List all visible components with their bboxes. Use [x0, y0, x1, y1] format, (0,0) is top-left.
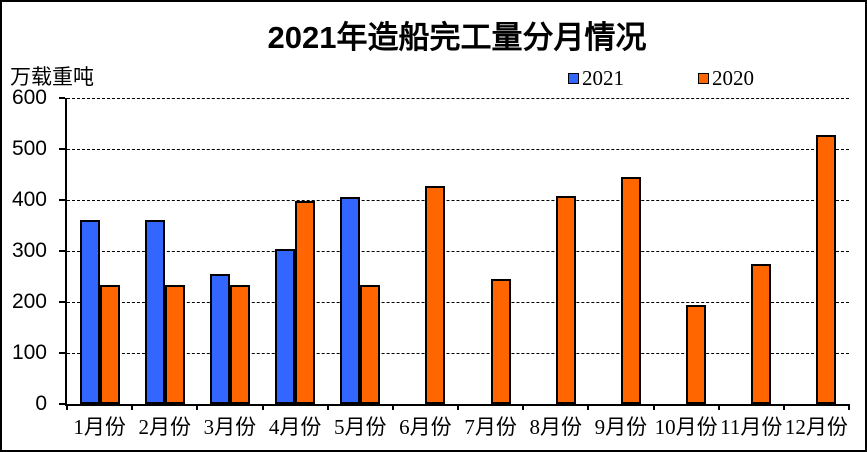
x-axis-label-2月份: 2月份: [138, 415, 192, 439]
gridline-100: [67, 353, 849, 354]
x-axis-tick: [782, 404, 785, 410]
x-axis-tick: [522, 404, 525, 410]
y-axis-tick: [59, 301, 65, 303]
gridline-300: [67, 251, 849, 252]
chart-title: 2021年造船完工量分月情况: [267, 20, 647, 55]
bar-2021-5月份: [340, 196, 361, 404]
legend-item-2020: 2020: [698, 66, 754, 90]
bar-2020-3月份: [229, 285, 250, 404]
y-axis-tick: [59, 199, 65, 201]
bar-2021-3月份: [209, 273, 230, 404]
bar-2020-4月份: [295, 201, 316, 404]
x-axis-label-7月份: 7月份: [464, 415, 517, 439]
x-axis-label-4月份: 4月份: [268, 415, 322, 439]
x-axis-tick: [587, 404, 590, 410]
legend-swatch-2020-icon: [698, 72, 709, 84]
bar-2020-11月份: [751, 263, 772, 404]
x-axis-label-11月份: 11月份: [720, 415, 783, 439]
x-axis-tick: [66, 404, 68, 410]
x-axis-tick: [457, 404, 459, 410]
x-axis-tick: [652, 404, 655, 410]
x-axis-tick: [261, 404, 264, 410]
y-axis-tick-label: 0: [35, 392, 47, 415]
x-axis-tick: [848, 404, 850, 410]
legend-label-2021: 2021: [582, 66, 624, 90]
y-axis-tick-label: 200: [11, 290, 47, 313]
x-axis-label-3月份: 3月份: [203, 415, 257, 439]
x-axis-label-6月份: 6月份: [399, 415, 452, 439]
x-axis-label-10月份: 10月份: [654, 415, 718, 439]
legend-item-2021: 2021: [568, 66, 624, 90]
bar-2020-9月份: [620, 176, 641, 404]
gridline-400: [67, 200, 849, 201]
x-axis-label-1月份: 1月份: [73, 415, 126, 439]
gridline-600: [67, 98, 849, 99]
y-axis-unit-label: 万载重吨: [10, 66, 94, 89]
y-axis-tick: [59, 352, 65, 354]
bar-2020-12月份: [816, 135, 837, 404]
gridline-200: [67, 302, 849, 303]
bar-2020-1月份: [99, 285, 120, 404]
x-axis-label-12月份: 12月份: [784, 415, 848, 439]
legend-swatch-2021-icon: [568, 72, 579, 84]
bar-2020-2月份: [164, 285, 185, 404]
bar-2020-7月份: [490, 278, 511, 404]
x-axis-tick: [717, 404, 720, 410]
y-axis-tick-label: 400: [11, 188, 47, 211]
y-axis-tick: [59, 403, 65, 405]
x-axis-label-8月份: 8月份: [529, 415, 583, 439]
bar-2020-8月份: [555, 196, 576, 404]
x-axis-tick: [196, 404, 199, 410]
legend-label-2020: 2020: [712, 66, 754, 90]
x-axis-label-5月份: 5月份: [334, 415, 387, 439]
gridline-500: [67, 149, 849, 150]
y-axis-tick: [59, 250, 65, 252]
y-axis-tick-label: 500: [11, 137, 47, 160]
bar-2021-1月份: [79, 219, 100, 404]
plot-area: [65, 98, 849, 406]
bar-2020-10月份: [686, 304, 707, 404]
y-axis-tick: [59, 97, 65, 99]
x-axis-label-9月份: 9月份: [594, 415, 648, 439]
y-axis-tick: [59, 148, 65, 150]
x-axis-tick: [391, 404, 394, 410]
x-axis-tick: [326, 404, 329, 410]
bar-2021-2月份: [144, 219, 165, 404]
y-axis-tick-label: 600: [11, 86, 47, 109]
y-axis-tick-label: 300: [11, 239, 47, 262]
bar-2020-6月份: [425, 186, 446, 404]
bar-2020-5月份: [360, 285, 381, 404]
bar-2021-4月份: [275, 249, 296, 404]
y-axis-tick-label: 100: [11, 341, 47, 364]
x-axis-tick: [131, 404, 134, 410]
